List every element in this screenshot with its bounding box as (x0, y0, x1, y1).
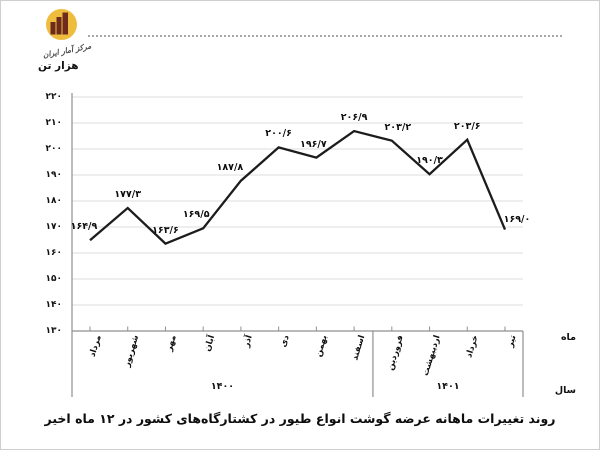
x-axis-month-label: اردیبهشت (421, 334, 444, 378)
y-axis-tick-label: ۱۶۰ (45, 247, 62, 258)
x-axis-month-label: آذر (241, 334, 255, 349)
y-axis-tick-label: ۱۵۰ (45, 273, 62, 284)
x-axis-name: ماه (560, 332, 576, 343)
year-group-label: ۱۴۰۰ (210, 381, 235, 392)
data-point-label: ۱۶۹/۵ (182, 209, 210, 221)
x-axis-month-label: دی (279, 334, 293, 349)
y-axis-tick-label: ۱۳۰ (45, 325, 62, 336)
x-axis-month-label: آبان (202, 334, 217, 353)
y-axis-tick-label: ۲۰۰ (45, 143, 62, 154)
data-point-label: ۱۶۳/۶ (152, 224, 179, 236)
x-axis-month-label: خرداد (464, 334, 481, 359)
data-point-label: ۱۶۴/۹ (70, 221, 98, 233)
data-point-label: ۲۰۰/۶ (265, 128, 292, 140)
x-axis-month-label: بهمن (313, 334, 330, 359)
bar-chart-logo-icon (46, 9, 77, 40)
x-axis-month-label: شهریور (122, 334, 142, 369)
data-point-label: ۲۰۳/۶ (453, 120, 481, 132)
data-point-label: ۱۹۰/۳ (416, 155, 443, 167)
x-axis-month-label: اسفند (350, 334, 368, 362)
data-point-label: ۱۹۶/۷ (300, 138, 327, 150)
y-axis-tick-label: ۱۷۰ (45, 221, 62, 232)
data-point-label: ۱۸۷/۸ (216, 161, 244, 173)
x-axis-month-label: مرداد (87, 334, 104, 359)
statistics-center-logo: مرکز آمار ایران (36, 8, 100, 60)
data-point-label: ۲۰۶/۹ (340, 112, 368, 124)
data-point-label: ۱۶۹/۰ (503, 213, 531, 225)
y-axis-tick-label: ۱۸۰ (45, 195, 62, 206)
x-axis-month-label: مهر (164, 334, 180, 353)
chart-caption: روند تغییرات ماهانه عرضه گوشت انواع طیور… (44, 411, 556, 426)
y-axis-unit-label: هزار تن (38, 60, 79, 72)
data-point-label: ۱۷۷/۳ (114, 189, 142, 201)
data-point-label: ۲۰۳/۲ (384, 121, 412, 133)
y-axis-tick-label: ۱۴۰ (45, 299, 62, 310)
year-group-label: ۱۴۰۱ (436, 381, 460, 392)
year-axis-name: سال (554, 385, 576, 396)
y-axis-tick-label: ۲۲۰ (45, 91, 62, 102)
x-axis-month-label: تیر (505, 334, 519, 349)
y-axis-tick-label: ۱۹۰ (45, 169, 62, 180)
y-axis-tick-label: ۲۱۰ (45, 117, 62, 128)
x-axis-month-label: فروردین (385, 334, 406, 372)
logo-wordmark: مرکز آمار ایران (42, 41, 92, 60)
header-dotted-rule (88, 35, 562, 37)
